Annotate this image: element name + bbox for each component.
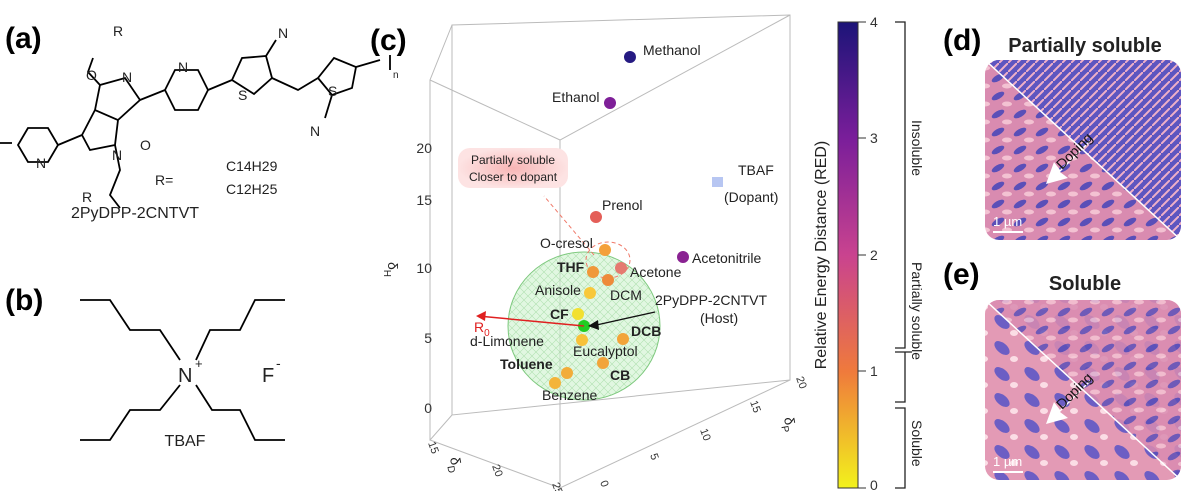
tick: 3 <box>870 130 878 146</box>
atom: C14H29 <box>226 158 278 174</box>
solvent-label: Anisole <box>535 282 581 298</box>
atom: n <box>393 70 399 81</box>
atom: S <box>328 83 337 99</box>
note: Closer to dopant <box>469 170 558 184</box>
structure-b: N + F - TBAF <box>80 299 285 450</box>
axis-subscript: P <box>778 425 790 434</box>
axis-label: δH <box>381 262 401 277</box>
host-label: 2PyDPP-2CNTVT <box>655 292 767 308</box>
solvent-label: CF <box>550 306 569 322</box>
colorbar: 4 3 2 1 0 Relative Energy Distance (RED)… <box>813 14 925 493</box>
panel-title: Partially soluble <box>1008 35 1161 57</box>
panel-label: (a) <box>5 22 42 55</box>
atom: N <box>278 25 288 41</box>
atom: N <box>112 147 122 163</box>
solvent-label: Acetone <box>630 264 682 280</box>
colorbar-label: Relative Energy Distance (RED) <box>813 141 830 370</box>
atom: S <box>238 87 247 103</box>
solvent-label: Prenol <box>602 197 642 213</box>
atom: C12H25 <box>226 181 278 197</box>
radius-label: R0 <box>474 319 490 339</box>
tick: 15 <box>747 399 762 415</box>
tick: 10 <box>416 260 432 276</box>
radius-symbol: R <box>474 319 484 335</box>
axis-label: δP <box>777 416 799 434</box>
solvent-label: Methanol <box>643 42 701 58</box>
panel-label: (c) <box>370 24 407 57</box>
tick: 2 <box>870 247 878 263</box>
tick: 10 <box>697 427 712 443</box>
scale-label: 1 µm <box>993 214 1022 229</box>
axis-subscript: H <box>381 270 392 277</box>
range-label: Partially soluble <box>909 262 925 360</box>
tick: 15 <box>425 440 440 456</box>
compound-name: TBAF <box>165 433 206 450</box>
range-label: Insoluble <box>909 120 925 176</box>
tick: 0 <box>870 477 878 491</box>
afm-image <box>985 300 1181 480</box>
axis-subscript: D <box>444 465 456 474</box>
solvent-label: Ethanol <box>552 89 599 105</box>
tick: 1 <box>870 363 878 379</box>
tick: 0 <box>424 400 432 416</box>
atom: F <box>262 365 274 387</box>
tick: 20 <box>416 140 432 156</box>
charge: - <box>276 355 281 371</box>
atom: R <box>113 23 123 39</box>
tick: 4 <box>870 14 878 30</box>
tick: 15 <box>416 192 432 208</box>
panel-label: (b) <box>5 284 43 317</box>
tick: 5 <box>424 330 432 346</box>
solvent-label: Toluene <box>500 356 553 372</box>
note-box <box>458 148 568 188</box>
dopant-label: TBAF <box>738 162 774 178</box>
range-label: Soluble <box>909 420 925 467</box>
atom: R= <box>155 172 173 188</box>
panel-title: Soluble <box>1049 273 1121 295</box>
dopant-label: (Dopant) <box>724 189 778 205</box>
solvent-label: THF <box>557 259 585 275</box>
host-label: (Host) <box>700 310 738 326</box>
axis-label: δD <box>443 456 465 474</box>
solvent-label: Eucalyptol <box>573 343 638 359</box>
atom: N <box>122 69 132 85</box>
tick: 25 <box>549 481 564 491</box>
tick: 20 <box>489 463 504 479</box>
compound-name: 2PyDPP-2CNTVT <box>71 205 199 222</box>
tick: 20 <box>793 375 808 391</box>
scale-label: 1 µm <box>993 454 1022 469</box>
atom: N <box>310 123 320 139</box>
axis-symbol: δ <box>385 262 401 270</box>
solvent-label: Benzene <box>542 387 597 403</box>
structure-a: R N O N O R N S N S N n N R= C14H29 C12H… <box>0 23 399 222</box>
atom: O <box>140 137 151 153</box>
axis-symbol: δ <box>781 416 798 427</box>
note: Partially soluble <box>471 153 555 167</box>
panel-label: (d) <box>943 24 981 57</box>
atom: N <box>36 155 46 171</box>
solvent-label: CB <box>610 367 630 383</box>
afm-image <box>985 60 1181 240</box>
atom: O <box>86 67 97 83</box>
solvent-label: DCB <box>631 323 661 339</box>
atom: N <box>178 365 192 387</box>
plot-3d: Partially soluble Closer to dopant Metha… <box>381 14 809 496</box>
atom: R <box>82 189 92 205</box>
solvent-label: d-Limonene <box>470 333 544 349</box>
panel-label: (e) <box>943 258 980 291</box>
charge: + <box>195 356 203 371</box>
solvent-label: DCM <box>610 287 642 303</box>
tick: 5 <box>647 452 660 462</box>
atom: N <box>178 59 188 75</box>
radius-subscript: 0 <box>484 328 490 339</box>
solvent-label: Acetonitrile <box>692 250 761 266</box>
axis-symbol: δ <box>447 456 464 467</box>
tick: 0 <box>597 479 610 489</box>
solvent-label: O-cresol <box>540 235 593 251</box>
